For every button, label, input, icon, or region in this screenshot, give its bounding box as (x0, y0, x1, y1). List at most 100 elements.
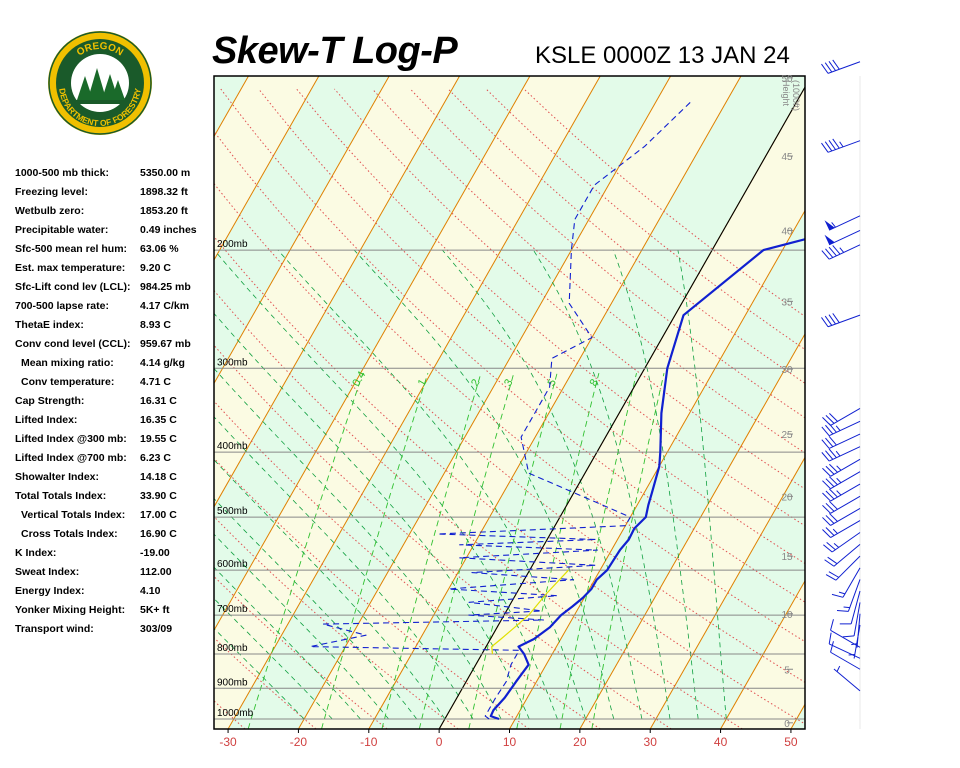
index-label: 700-500 lapse rate: (15, 300, 109, 312)
dry-adiabat (214, 344, 672, 729)
moist-adiabat (442, 249, 643, 720)
isotherm-line (649, 456, 805, 729)
wind-barb-feather (825, 415, 835, 424)
wind-barb-feather (821, 142, 829, 153)
wind-barb-shaft (847, 579, 861, 612)
wind-barb (833, 665, 861, 692)
index-label: Transport wind: (15, 623, 94, 635)
index-label: Vertical Totals Index: (21, 509, 126, 521)
wind-barb-feather (828, 246, 837, 257)
wind-barb-shaft (830, 651, 861, 670)
height-tick-label: 20 (781, 492, 793, 503)
index-row: Sfc-500 mean rel hum: 63.06 % (15, 243, 215, 262)
index-label: Lifted Index: (15, 414, 78, 426)
isotherm-line (579, 333, 805, 729)
dry-adiabat (296, 88, 805, 527)
wind-barb-shaft (830, 483, 861, 502)
wind-barb-feather (828, 61, 836, 71)
wind-barb-half-feather (836, 465, 842, 471)
wind-barb-shaft (853, 602, 861, 636)
index-label: Total Totals Index: (15, 490, 107, 502)
wind-barb-feather (832, 138, 840, 149)
parcel-trace (491, 569, 569, 655)
pressure-label: 500mb (217, 506, 248, 517)
moist-adiabat (214, 597, 333, 720)
moist-adiabat (214, 627, 305, 720)
index-value: 16.31 C (140, 395, 177, 407)
isotherm-band (214, 76, 601, 729)
wind-barb-feather (822, 467, 831, 477)
wind-barb (824, 543, 861, 567)
wind-barb-shaft (830, 508, 861, 526)
index-row: Yonker Mixing Height: 5K+ ft (15, 604, 215, 623)
pressure-label: 800mb (217, 643, 248, 654)
wind-barb-shaft (828, 229, 861, 246)
isotherm-band (214, 76, 249, 137)
wind-barb-half-feather (836, 477, 842, 484)
index-value: 1898.32 ft (140, 186, 188, 198)
wind-barb-feather (825, 424, 834, 435)
index-row: Total Totals Index: 33.90 C (15, 490, 215, 509)
wind-barb-shaft (827, 61, 861, 74)
wind-barb-shaft (831, 532, 861, 553)
index-value: 8.93 C (140, 319, 171, 331)
temperature-trace (489, 238, 805, 721)
station-time-label: KSLE 0000Z 13 JAN 24 (535, 42, 790, 69)
wind-barb (821, 59, 861, 74)
height-tick-label: 50 (781, 74, 793, 85)
isotherm-line (0, 76, 37, 729)
wind-barb-feather (825, 527, 835, 536)
mixing-ratio-label: 1 (416, 377, 429, 388)
index-value: 17.00 C (140, 509, 177, 521)
x-tick-label: 40 (714, 735, 728, 749)
wind-barb-feather (826, 542, 836, 551)
wind-barb-shaft (830, 471, 861, 490)
isotherm-line (297, 76, 672, 729)
wind-barb-shaft (830, 629, 861, 648)
index-value: 984.25 mb (140, 281, 191, 293)
index-row: Lifted Index @700 mb: 6.23 C (15, 452, 215, 471)
wind-barb-shaft (830, 495, 861, 514)
height-tick-label: 15 (781, 552, 793, 563)
wind-barb-feather (831, 593, 844, 598)
index-value: 4.71 C (140, 376, 171, 388)
index-label: Precipitable water: (15, 224, 109, 236)
height-axis-title: Height (1000ft) (781, 80, 801, 111)
wind-barb-feather (821, 426, 830, 436)
height-tick-label: 0 (784, 719, 790, 730)
index-row: Wetbulb zero: 1853.20 ft (15, 205, 215, 224)
wind-barb-half-feather (835, 425, 841, 431)
x-tick-label: -10 (360, 735, 378, 749)
mixing-ratio-line (247, 372, 364, 729)
moist-adiabat (214, 566, 361, 720)
height-tick-label: 40 (781, 226, 793, 237)
wind-barb-flag (824, 234, 835, 245)
wind-barb-feather (825, 574, 837, 581)
logo-top-text: OREGON (75, 41, 125, 59)
wind-barb-shaft (828, 446, 861, 462)
wind-barb-half-feather (851, 643, 858, 646)
wind-barb-feather (821, 439, 830, 449)
index-row: Mean mixing ratio: 4.14 g/kg (15, 357, 215, 376)
mixing-ratio-label: 3 (502, 377, 515, 388)
wind-barb (821, 244, 861, 260)
isotherm-line (214, 76, 390, 385)
wind-barb-feather (821, 63, 829, 74)
index-value: 4.10 (140, 585, 161, 597)
index-row: Sweat Index: 112.00 (15, 566, 215, 585)
wind-barb (831, 567, 861, 598)
mixing-ratio-line (381, 372, 482, 729)
wind-barb-shaft (828, 215, 861, 231)
wind-barb-half-feather (836, 490, 842, 496)
wind-barb-flag (824, 220, 835, 231)
wind-barb (824, 229, 861, 246)
index-label: Sfc-500 mean rel hum: (15, 243, 128, 255)
wind-barb (830, 641, 861, 670)
index-row: Cap Strength: 16.31 C (15, 395, 215, 414)
wind-barb-feather (821, 250, 830, 260)
index-row: Showalter Index: 14.18 C (15, 471, 215, 490)
wind-barb-feather (822, 492, 831, 502)
isotherm-line (0, 76, 178, 729)
index-row: ThetaE index: 8.93 C (15, 319, 215, 338)
index-row: Conv temperature: 4.71 C (15, 376, 215, 395)
